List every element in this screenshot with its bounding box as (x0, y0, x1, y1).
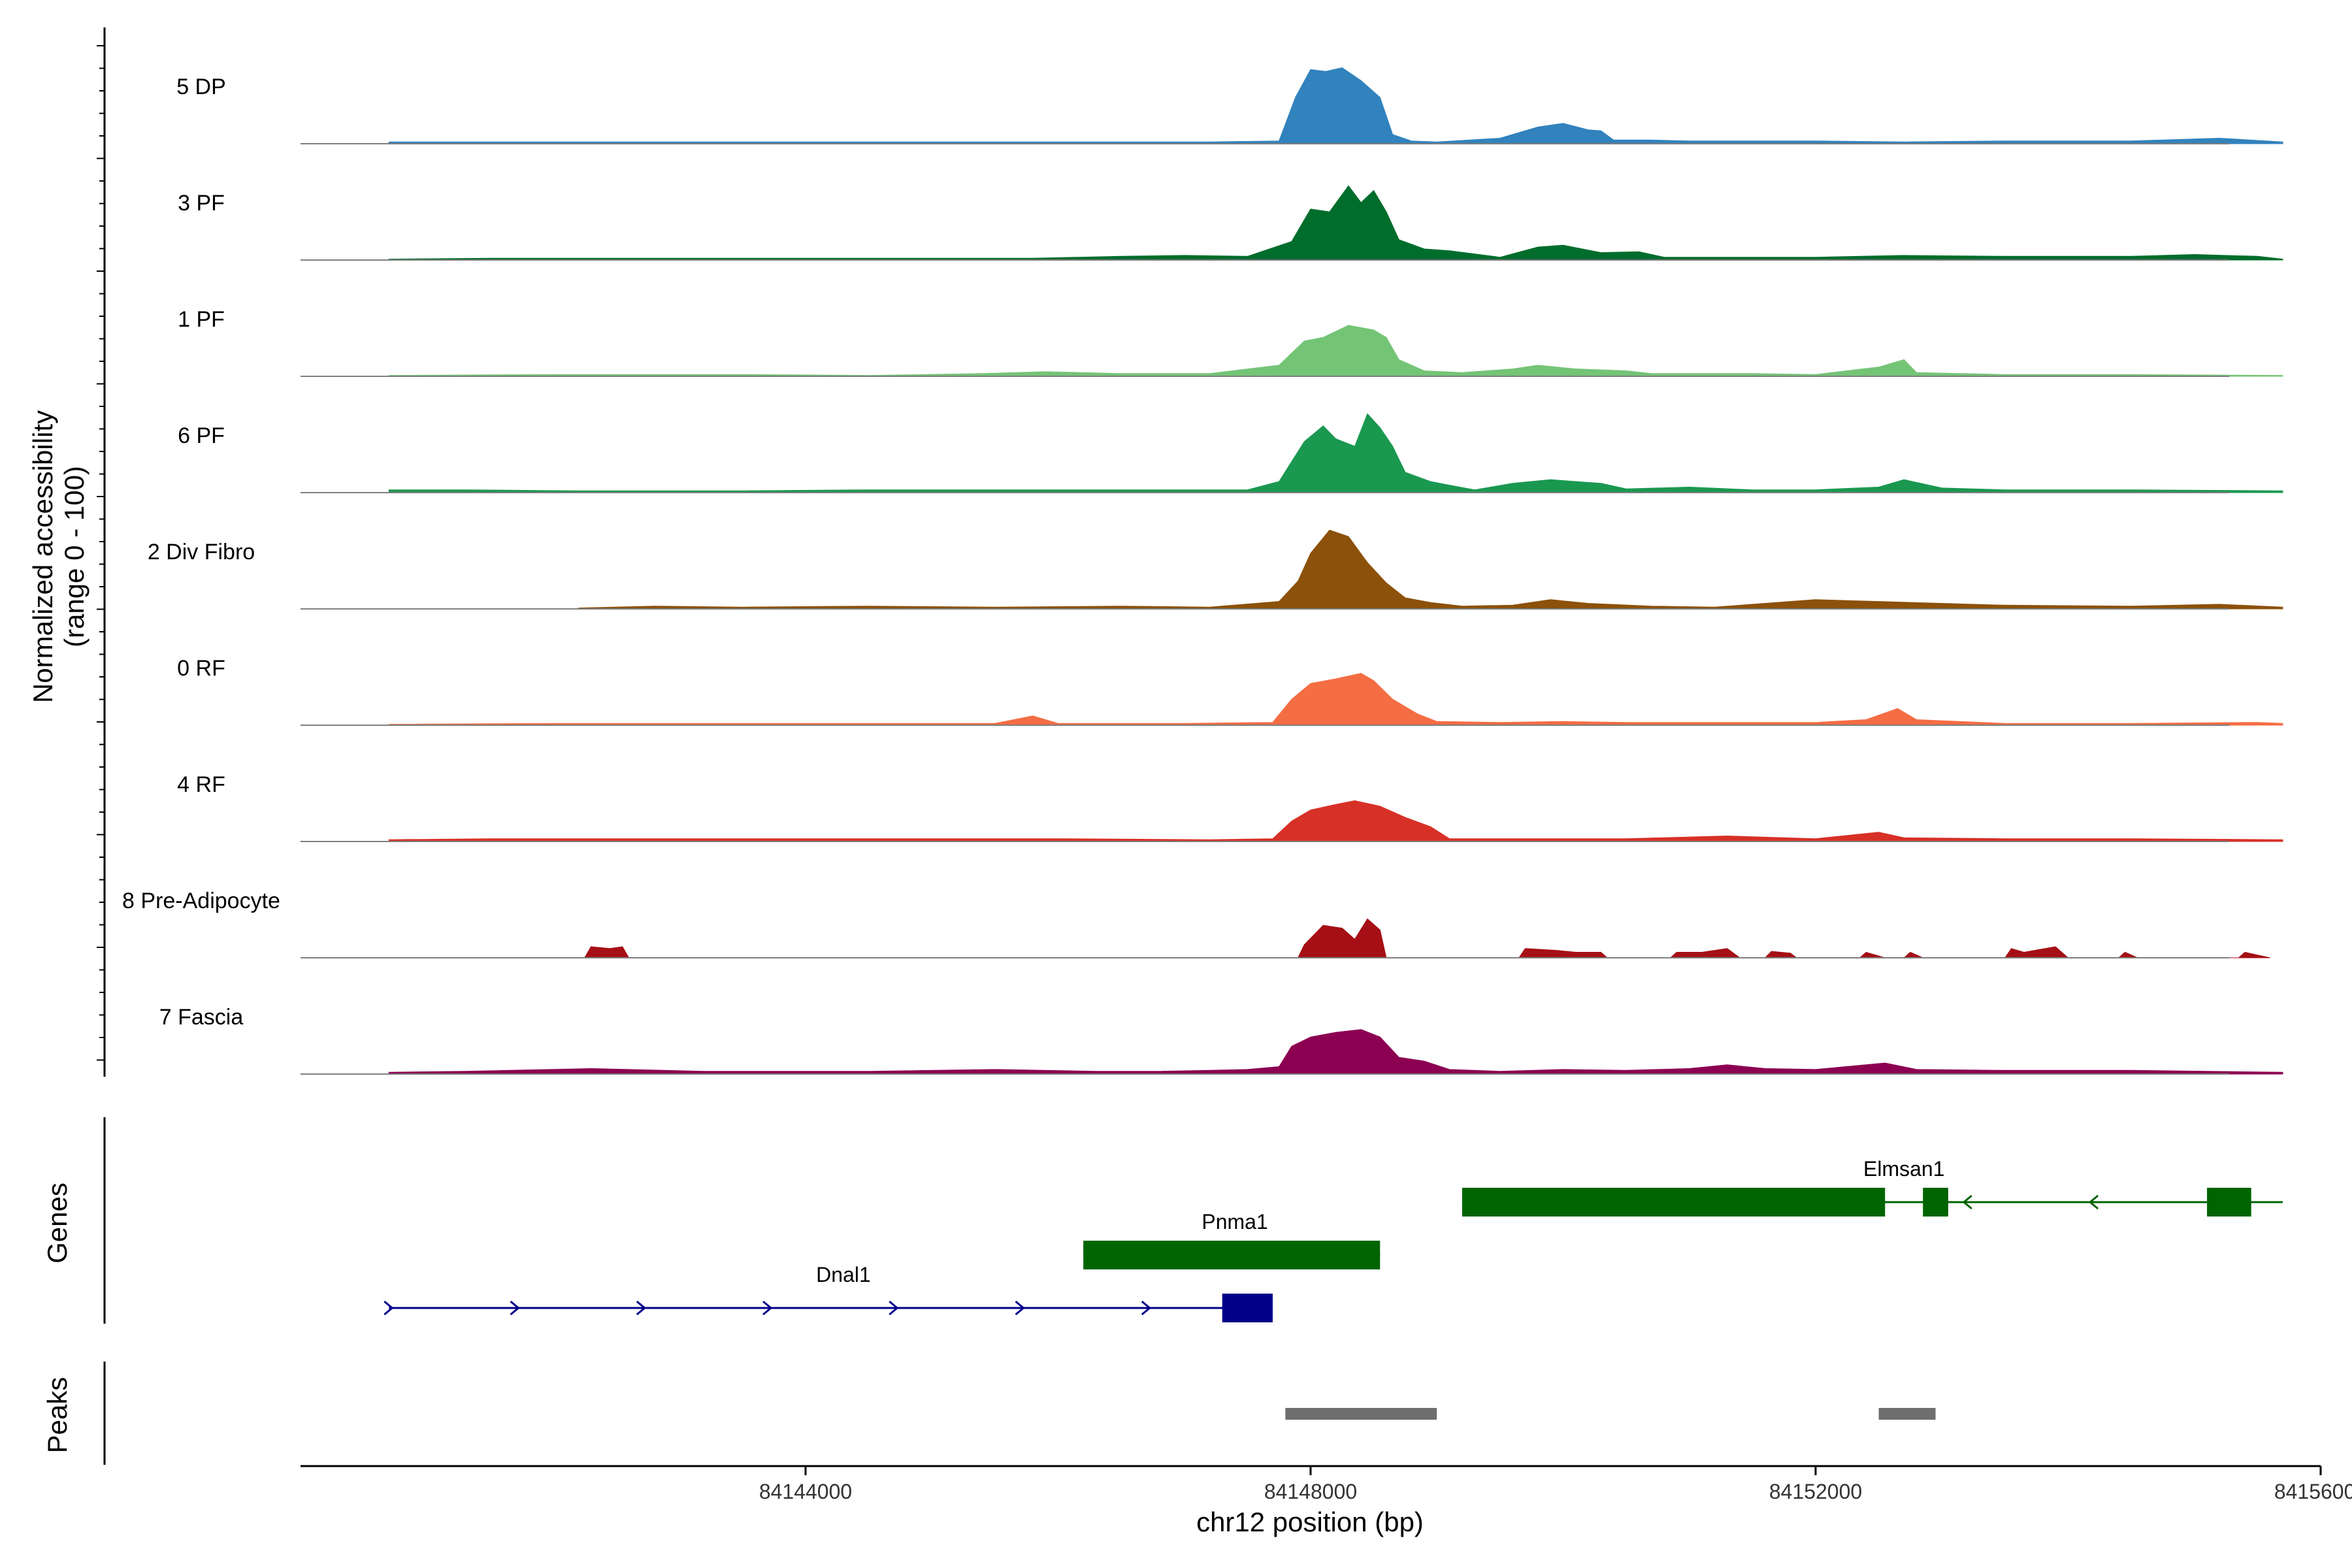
track-area-1-pf (388, 325, 2283, 377)
x-tick-label: 84148000 (1264, 1480, 1357, 1503)
peak-region (1878, 1408, 1936, 1420)
track-area-4-rf (388, 800, 2283, 842)
strand-arrow-icon (1015, 1300, 1025, 1316)
genes-panel-label: Genes (42, 1183, 73, 1264)
track-2-div-fibro: 2 Div Fibro (148, 529, 2283, 610)
gene-exon-pnma1 (1083, 1241, 1380, 1269)
x-tick-label: 84144000 (759, 1480, 852, 1503)
track-6-pf: 6 PF (178, 413, 2283, 493)
strand-arrow-icon (384, 1300, 394, 1316)
gene-label-elmsan1: Elmsan1 (1863, 1157, 1945, 1181)
track-8-pre-adipocyte: 8 Pre-Adipocyte (122, 889, 2270, 958)
track-label-1-pf: 1 PF (178, 307, 225, 332)
strand-arrow-icon (636, 1300, 647, 1316)
peak-region (1285, 1408, 1437, 1420)
track-label-0-rf: 0 RF (177, 656, 225, 681)
track-label-3-pf: 3 PF (178, 191, 225, 216)
y-axis-title-line1: Normalized accessibility (27, 410, 58, 703)
track-7-fascia: 7 Fascia (159, 1005, 2283, 1075)
gene-label-dnal1: Dnal1 (816, 1263, 871, 1286)
gene-annotation-track: Dnal1 Pnma1 Elmsan1 (384, 1157, 2283, 1322)
y-axis-ticks (97, 45, 105, 1061)
x-axis-title: chr12 position (bp) (1196, 1507, 1424, 1537)
track-label-2-div-fibro: 2 Div Fibro (148, 540, 255, 564)
track-4-rf: 4 RF (177, 772, 2283, 842)
track-area-0-rf (388, 672, 2283, 726)
track-area-7-fascia (388, 1029, 2283, 1075)
gene-pnma1: Pnma1 (1083, 1210, 1380, 1269)
track-label-8-pre-adipocyte: 8 Pre-Adipocyte (122, 889, 280, 913)
track-0-rf: 0 RF (177, 656, 2283, 726)
gene-exon-elmsan1 (2207, 1188, 2251, 1217)
track-1-pf: 1 PF (178, 307, 2283, 377)
gene-label-pnma1: Pnma1 (1201, 1210, 1267, 1233)
track-label-5-dp: 5 DP (176, 74, 226, 99)
coverage-tracks: 5 DP 3 PF 1 PF 6 PF 2 Div Fibro 0 RF 4 RF 8 Pre… (122, 67, 2283, 1075)
strand-arrow-icon (762, 1300, 773, 1316)
y-axis-title: Normalized accessibility (range 0 - 100) (27, 410, 90, 703)
strand-arrow-icon (889, 1300, 899, 1316)
track-label-4-rf: 4 RF (177, 772, 225, 797)
gene-exon-elmsan1 (1923, 1188, 1948, 1217)
track-area-5-dp (388, 67, 2283, 144)
gene-exon-dnal1 (1222, 1294, 1273, 1322)
track-area-2-div-fibro (578, 529, 2283, 610)
strand-arrow-icon (2088, 1194, 2099, 1210)
track-3-pf: 3 PF (178, 185, 2283, 261)
x-axis-ticks: 84144000 84148000 84152000 84156000 (759, 1466, 2352, 1503)
x-tick-label: 84156000 (2274, 1480, 2352, 1503)
gene-elmsan1: Elmsan1 (1462, 1157, 2283, 1217)
y-axis-title-line2: (range 0 - 100) (59, 466, 90, 647)
track-area-6-pf (388, 413, 2283, 493)
track-area-8-pre-adipocyte (583, 918, 2270, 958)
strand-arrow-icon (1141, 1300, 1152, 1316)
x-tick-label: 84152000 (1769, 1480, 1862, 1503)
peaks-panel-label: Peaks (42, 1377, 73, 1454)
track-5-dp: 5 DP (176, 67, 2283, 144)
strand-arrow-icon (510, 1300, 520, 1316)
strand-arrow-icon (1962, 1194, 1972, 1210)
track-area-3-pf (388, 185, 2283, 261)
gene-exon-elmsan1 (1462, 1188, 1886, 1217)
track-label-7-fascia: 7 Fascia (159, 1005, 244, 1030)
track-label-6-pf: 6 PF (178, 423, 225, 448)
gene-dnal1: Dnal1 (384, 1263, 1273, 1322)
peaks-track (1285, 1408, 1936, 1420)
